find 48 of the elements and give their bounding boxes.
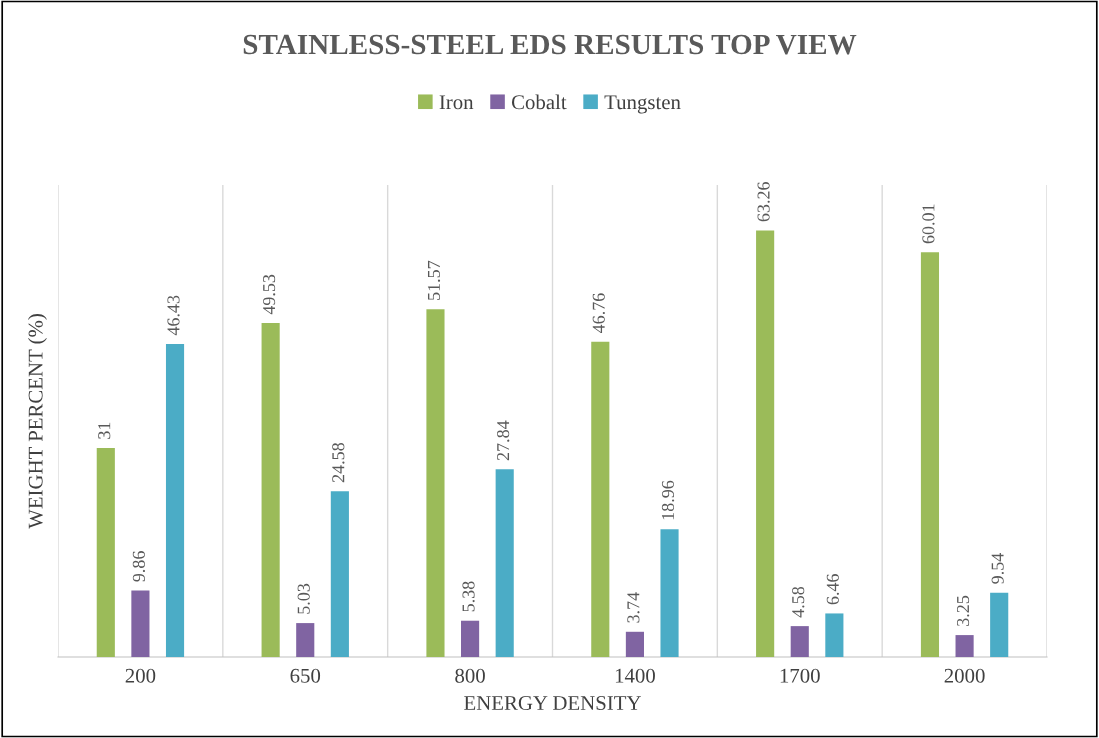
legend-label: Cobalt (511, 94, 567, 110)
legend-label: Iron (439, 95, 474, 110)
bar (96, 447, 115, 657)
bar (131, 590, 150, 657)
bar (591, 341, 610, 657)
data-label: 6.46 (826, 574, 839, 605)
data-label: 51.57 (427, 260, 441, 300)
x-tick-label: 800 (455, 668, 485, 683)
x-tick-label: 200 (125, 668, 156, 683)
bar (920, 252, 940, 657)
bar (625, 631, 644, 657)
data-label: 3.25 (956, 595, 970, 626)
data-label: 49.53 (263, 274, 276, 315)
data-label: 3.74 (627, 592, 640, 623)
x-tick-label: 1700 (780, 668, 820, 683)
chart-title: STAINLESS-STEEL EDS RESULTS TOP VIEW (243, 34, 857, 55)
bar (990, 592, 1009, 657)
data-label: 5.38 (462, 581, 475, 612)
bar (825, 613, 844, 657)
data-label: 27.84 (497, 420, 510, 461)
data-label: 9.54 (991, 553, 1004, 584)
bar (495, 469, 514, 657)
bar (660, 529, 679, 657)
data-label: 5.03 (297, 583, 310, 614)
data-label: 46.43 (167, 295, 180, 336)
legend-label: Tungsten (604, 95, 681, 114)
bar (330, 491, 349, 657)
data-label: 24.58 (332, 442, 345, 483)
bar (261, 323, 280, 657)
data-label: 4.58 (792, 586, 805, 618)
data-label: 63.26 (757, 182, 770, 222)
x-axis-title: ENERGY DENSITY (464, 696, 641, 710)
y-axis-title: WEIGHT PERCENT (%) (28, 314, 47, 529)
x-tick-label: 2000 (944, 668, 985, 683)
bar (756, 230, 775, 657)
data-label: 46.76 (592, 293, 605, 334)
bar (165, 343, 185, 657)
data-label: 60.01 (922, 204, 935, 244)
bar (790, 626, 809, 657)
bar (426, 309, 445, 657)
x-tick-label: 650 (290, 668, 321, 683)
x-tick-label: 1400 (615, 668, 655, 683)
data-label: 31 (98, 422, 111, 439)
bar (296, 623, 315, 657)
bar (955, 635, 974, 657)
data-label: 18.96 (661, 480, 675, 520)
bar (461, 620, 480, 657)
data-label: 9.86 (132, 551, 146, 582)
